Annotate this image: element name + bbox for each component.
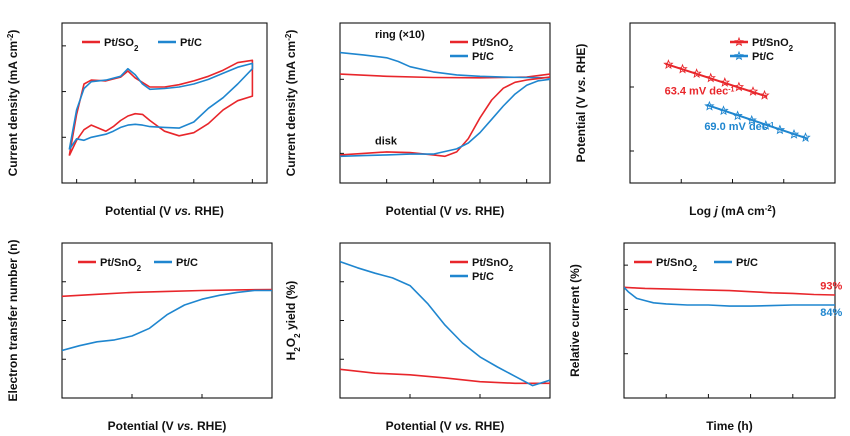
y-axis-label-e: H2O2 yield (%) <box>284 281 302 361</box>
legend-label-c: Pt/SnO2 <box>752 37 794 53</box>
panel-d: Potential (V vs. RHE) Electron transfer n… <box>6 239 273 433</box>
data-point-c <box>800 132 811 143</box>
panel-f: Time (h) Relative current (%) Pt/SnO2 Pt/C 9… <box>568 242 842 433</box>
x-axis-label-c: Log j (mA cm-2) <box>689 204 776 219</box>
plot-frame-a <box>61 22 268 184</box>
x-axis-label-a: Potential (V vs. RHE) <box>105 204 224 218</box>
data-point-c <box>746 114 757 125</box>
legend-label-d: Pt/C <box>176 257 198 269</box>
data-point-c <box>747 86 759 96</box>
plot-frame-d <box>61 242 273 399</box>
series-line-e-1 <box>340 260 550 387</box>
legend-label-f: Pt/SnO2 <box>656 257 698 273</box>
data-point-c <box>663 59 674 70</box>
data-point-c <box>732 110 743 121</box>
data-point-c <box>760 119 771 130</box>
data-point-c <box>718 105 729 116</box>
series-line-f-0 <box>624 286 835 296</box>
legend-label-a: Pt/C <box>180 37 202 49</box>
legend-marker-c <box>733 36 745 47</box>
y-axis-label-a: Current density (mA cm-2) <box>6 30 21 177</box>
legend-label-e: Pt/C <box>472 271 494 283</box>
y-axis-label-d: Electron transfer number (n) <box>6 239 20 401</box>
data-point-c <box>677 63 688 74</box>
data-point-c <box>691 68 702 79</box>
data-point-c <box>705 72 716 83</box>
legend-label-c: Pt/C <box>752 51 774 63</box>
panel-e: Potential (V vs. RHE) H2O2 yield (%) Pt/Sn… <box>284 242 551 433</box>
x-axis-label-b: Potential (V vs. RHE) <box>386 204 505 218</box>
plot-frame-b <box>339 22 551 184</box>
annotation-b: ring (×10) <box>375 29 425 41</box>
series-line-d-1 <box>62 289 272 352</box>
series-line-e-0 <box>340 368 550 385</box>
annotation-c: 69.0 mV dec-1 <box>704 121 774 133</box>
legend-label-d: Pt/SnO2 <box>100 257 142 273</box>
series-line-b-0 <box>340 73 550 79</box>
series-line-b-2 <box>340 76 550 158</box>
data-point-c <box>788 129 800 139</box>
panel-b: Potential (V vs. RHE) Current density (mA… <box>284 22 551 218</box>
data-point-c <box>774 124 786 135</box>
data-point-c <box>733 81 745 92</box>
legend-marker-c <box>733 50 745 61</box>
legend-label-b: Pt/SnO2 <box>472 37 514 53</box>
legend-label-f: Pt/C <box>736 257 758 269</box>
series-line-a-0 <box>68 59 254 156</box>
data-point-c <box>719 77 731 87</box>
data-point-c <box>759 89 770 100</box>
y-axis-label-c: Potential (V vs. RHE) <box>574 44 588 163</box>
annotation-f: 93% <box>820 281 842 293</box>
panel-a: Potential (V vs. RHE) Current density (mA… <box>6 22 268 218</box>
x-axis-label-e: Potential (V vs. RHE) <box>386 419 505 433</box>
plot-frame-f <box>623 242 836 399</box>
y-axis-label-b: Current density (mA cm-2) <box>284 30 299 177</box>
panel-c: Log j (mA cm-2) Potential (V vs. RHE) Pt/S… <box>574 22 836 219</box>
plot-frame-e <box>339 242 551 399</box>
series-line-d-0 <box>62 288 272 298</box>
data-point-c <box>704 100 715 111</box>
plot-frame-c <box>629 22 836 184</box>
annotation-c: 63.4 mV dec-1 <box>665 86 735 98</box>
x-axis-label-f: Time (h) <box>706 419 752 433</box>
legend-label-e: Pt/SnO2 <box>472 257 514 273</box>
y-axis-label-f: Relative current (%) <box>568 264 582 377</box>
x-axis-label-d: Potential (V vs. RHE) <box>108 419 227 433</box>
series-line-b-3 <box>340 78 550 158</box>
annotation-f: 84% <box>820 307 842 319</box>
series-line-a-1 <box>68 62 254 150</box>
series-line-b-1 <box>340 51 550 79</box>
series-line-f-1 <box>624 286 835 307</box>
annotation-b: disk <box>375 135 398 147</box>
legend-label-b: Pt/C <box>472 51 494 63</box>
legend-label-a: Pt/SO2 <box>104 37 139 53</box>
